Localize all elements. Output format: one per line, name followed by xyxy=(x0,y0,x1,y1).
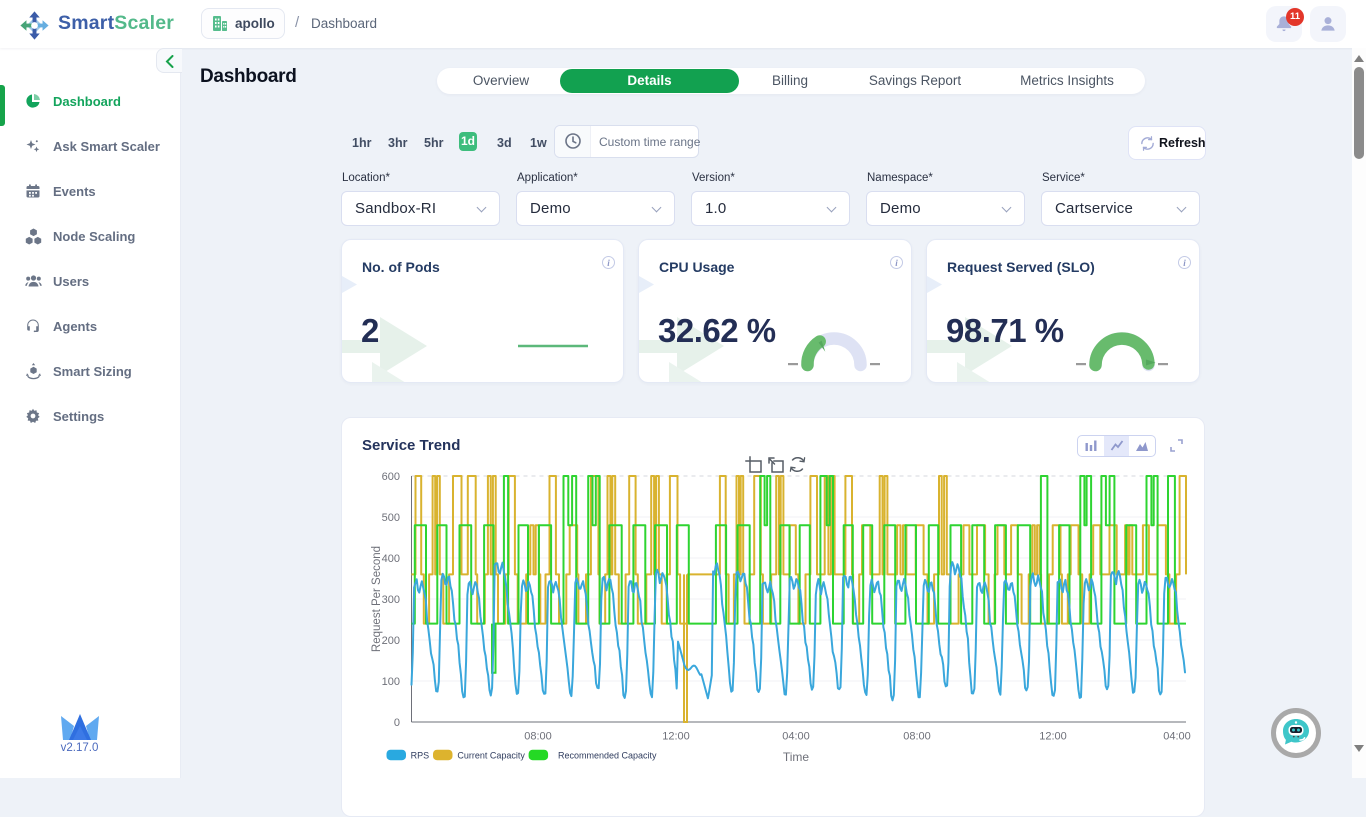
svg-text:RPS: RPS xyxy=(411,750,430,760)
svg-text:12:00: 12:00 xyxy=(662,731,690,743)
svg-text:04:00: 04:00 xyxy=(1163,731,1191,743)
svg-text:400: 400 xyxy=(382,553,400,565)
svg-text:08:00: 08:00 xyxy=(524,731,552,743)
svg-text:200: 200 xyxy=(382,635,400,647)
svg-text:Time: Time xyxy=(783,750,810,764)
svg-text:100: 100 xyxy=(382,676,400,688)
svg-text:Request Per Second: Request Per Second xyxy=(371,546,383,652)
svg-text:300: 300 xyxy=(382,594,400,606)
svg-text:600: 600 xyxy=(382,471,400,483)
svg-text:08:00: 08:00 xyxy=(903,731,931,743)
svg-text:12:00: 12:00 xyxy=(1039,731,1067,743)
svg-text:04:00: 04:00 xyxy=(782,731,810,743)
svg-text:500: 500 xyxy=(382,512,400,524)
svg-text:Current Capacity: Current Capacity xyxy=(457,750,525,760)
svg-text:0: 0 xyxy=(394,717,400,729)
svg-text:Recommended Capacity: Recommended Capacity xyxy=(558,750,657,760)
